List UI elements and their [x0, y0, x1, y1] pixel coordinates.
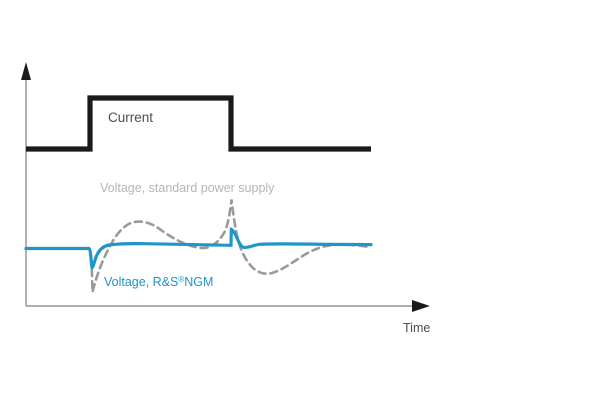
- svg-text:Current: Current: [108, 110, 153, 125]
- svg-text:Time: Time: [403, 321, 430, 335]
- svg-text:Voltage, R&S®NGM: Voltage, R&S®NGM: [104, 275, 213, 290]
- svg-text:Voltage, standard power supply: Voltage, standard power supply: [100, 181, 275, 195]
